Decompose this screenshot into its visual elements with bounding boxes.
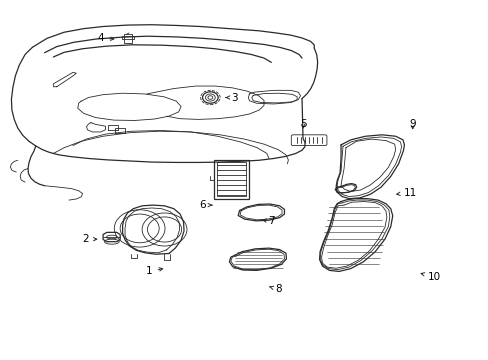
Text: 2: 2	[82, 234, 97, 244]
Text: 11: 11	[396, 188, 416, 198]
Text: 3: 3	[225, 93, 238, 103]
Text: 7: 7	[262, 216, 274, 226]
Text: 6: 6	[199, 200, 212, 210]
Bar	[122, 36, 134, 40]
Text: 4: 4	[97, 33, 114, 43]
Text: 9: 9	[408, 120, 415, 129]
Text: 8: 8	[269, 284, 282, 294]
Text: 10: 10	[420, 272, 440, 282]
Text: 1: 1	[146, 266, 163, 276]
Bar	[123, 35, 132, 43]
Text: 5: 5	[299, 120, 305, 129]
Bar	[217, 162, 246, 197]
Bar	[214, 160, 249, 199]
